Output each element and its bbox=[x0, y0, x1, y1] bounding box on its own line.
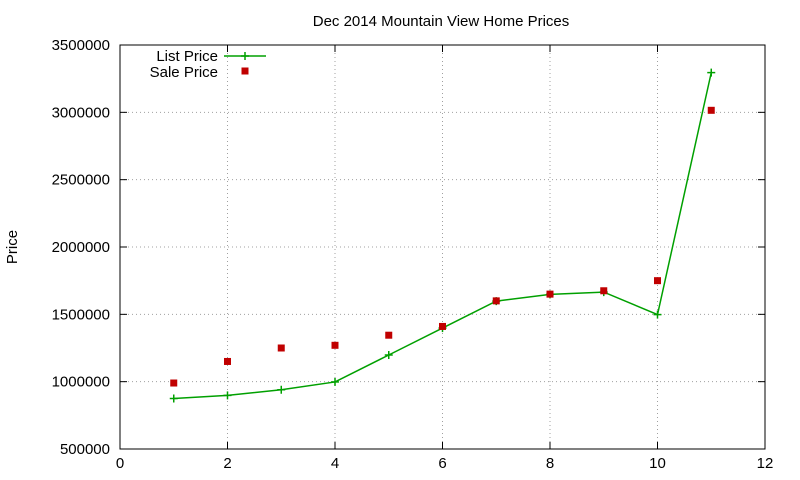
sale-price-point bbox=[170, 379, 178, 387]
list-price-point bbox=[223, 391, 232, 400]
x-tick-label: 4 bbox=[331, 455, 339, 472]
sale-price-point bbox=[224, 357, 231, 365]
y-tick-label: 2500000 bbox=[52, 172, 110, 189]
list-price-point bbox=[707, 68, 716, 77]
sale-price-point bbox=[654, 277, 661, 285]
legend: List Price Sale Price bbox=[150, 48, 266, 81]
x-tick-label: 8 bbox=[546, 455, 554, 472]
series-layer bbox=[169, 68, 716, 403]
sale-price-point bbox=[492, 297, 500, 305]
legend-label-sale-price: Sale Price bbox=[150, 64, 218, 81]
series-sale-price bbox=[170, 106, 715, 387]
axis-ticks: 0 2 4 6 8 10 12 500000 1000000 1500000 2000000 2500… bbox=[52, 37, 774, 472]
x-tick-label: 10 bbox=[649, 455, 666, 472]
sale-price-point bbox=[707, 106, 715, 114]
sale-price-point bbox=[546, 290, 554, 298]
x-tick-label: 2 bbox=[223, 455, 231, 472]
y-tick-label: 2000000 bbox=[52, 239, 110, 256]
list-price-point bbox=[277, 385, 286, 394]
y-tick-label: 1000000 bbox=[52, 374, 110, 391]
y-tick-label: 3000000 bbox=[52, 104, 110, 121]
legend-label-list-price: List Price bbox=[156, 48, 218, 65]
sale-price-point bbox=[385, 331, 393, 339]
y-axis-label: Price bbox=[4, 230, 21, 264]
sale-price-point bbox=[331, 341, 339, 349]
x-tick-label: 12 bbox=[757, 455, 774, 472]
legend-marker-list-price bbox=[241, 52, 249, 60]
list-price-point bbox=[169, 394, 178, 403]
sale-price-point bbox=[600, 287, 608, 295]
sale-price-point bbox=[439, 322, 446, 330]
chart-title: Dec 2014 Mountain View Home Prices bbox=[313, 13, 570, 30]
grid bbox=[120, 45, 765, 449]
y-tick-label: 3500000 bbox=[52, 37, 110, 54]
y-tick-label: 1500000 bbox=[52, 306, 110, 323]
series-list-price bbox=[169, 68, 716, 403]
x-tick-label: 0 bbox=[116, 455, 124, 472]
y-tick-label: 500000 bbox=[60, 441, 110, 458]
list-price-point bbox=[384, 351, 393, 360]
sale-price-point bbox=[277, 344, 285, 352]
x-tick-label: 6 bbox=[438, 455, 446, 472]
list-price-point bbox=[653, 310, 662, 319]
legend-swatch-sale-price bbox=[241, 67, 249, 75]
list-price-point bbox=[331, 377, 339, 386]
